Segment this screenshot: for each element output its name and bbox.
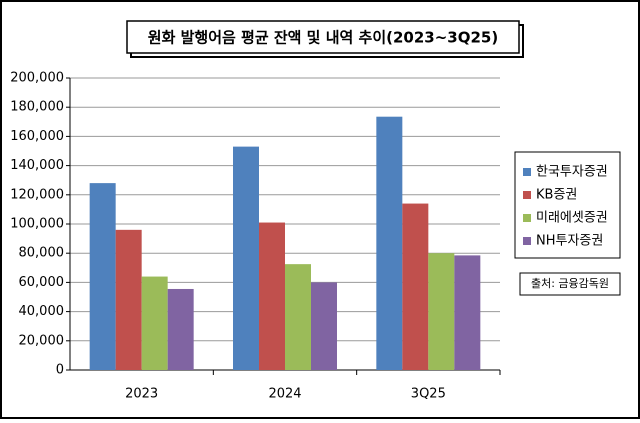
y-tick-label: 20,000 [19,333,65,348]
x-tick-label: 3Q25 [411,387,446,402]
chart-title: 원화 발행어음 평균 잔액 및 내역 추이(2023~3Q25) [148,29,498,47]
bar [428,253,455,370]
bar [454,255,481,370]
y-tick-label: 80,000 [19,246,65,261]
legend-swatch [523,237,531,245]
y-tick-label: 60,000 [19,275,65,290]
y-tick-label: 200,000 [10,71,64,86]
bar [402,203,429,370]
legend-swatch [523,168,531,176]
y-tick-label: 160,000 [10,129,64,144]
y-tick-label: 40,000 [19,304,65,319]
bar [376,116,403,370]
x-tick-label: 2023 [125,387,158,402]
legend-swatch [523,214,531,222]
legend-swatch [523,191,531,199]
y-tick-label: 180,000 [10,100,64,115]
source-note: 출처: 금융감독원 [531,277,609,290]
bar [115,229,142,370]
bar [285,264,311,370]
x-tick-label: 2024 [268,387,301,402]
bar [233,146,259,370]
source-box [519,272,621,296]
legend-label: 한국투자증권 [536,165,608,180]
y-tick-label: 140,000 [10,158,64,173]
bar [311,282,337,370]
y-tick-label: 0 [56,363,64,378]
bar [141,276,168,370]
bar [89,183,116,370]
y-tick-label: 120,000 [10,187,64,202]
legend-label: NH투자증권 [536,234,603,249]
legend-box [514,151,621,259]
y-tick-label: 100,000 [10,217,64,232]
bar [167,288,194,370]
legend-label: KB증권 [536,188,577,203]
legend-label: 미래에셋증권 [536,211,608,226]
title-frame [126,20,520,54]
bar [259,222,285,370]
